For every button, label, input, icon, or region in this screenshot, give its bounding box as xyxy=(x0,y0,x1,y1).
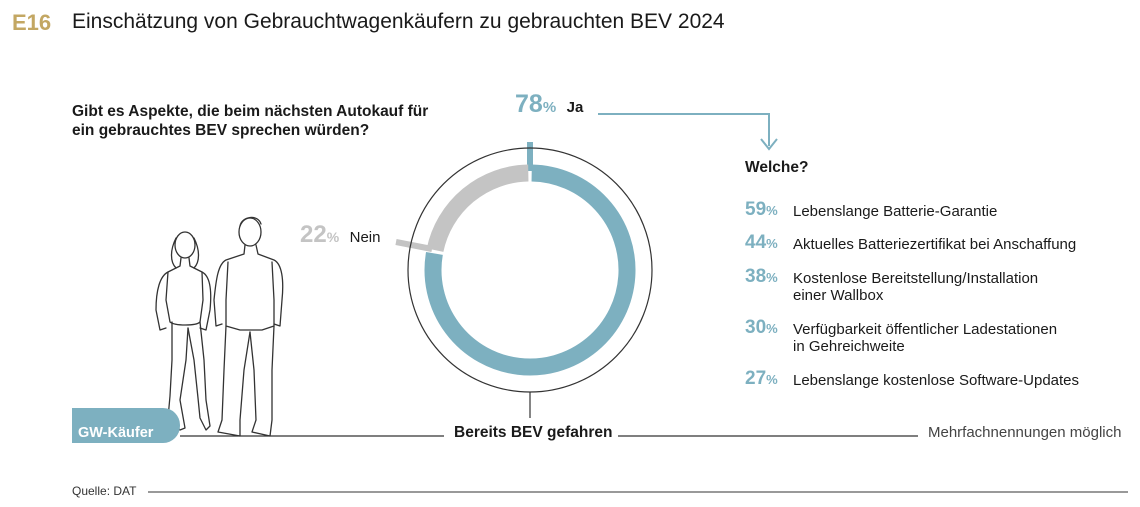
welche-percent: 27% xyxy=(745,368,778,390)
welche-value: 38 xyxy=(745,266,767,287)
source-note: Quelle: DAT xyxy=(72,484,137,498)
welche-label: Aktuelles Batteriezertifikat bei Anschaf… xyxy=(793,236,1076,253)
donut-slice-nein xyxy=(426,164,529,253)
woman-icon xyxy=(155,231,212,431)
welche-value: 59 xyxy=(745,199,767,220)
survey-question: Gibt es Aspekte, die beim nächsten Autok… xyxy=(72,103,429,139)
chart-code: E16 xyxy=(12,10,52,35)
nein-label: 22% Nein xyxy=(300,221,380,249)
welche-label: Verfügbarkeit öffentlicher Ladestationen… xyxy=(793,321,1057,355)
welche-unit: % xyxy=(766,321,778,336)
donut-outer-ring xyxy=(407,147,653,393)
welche-unit: % xyxy=(766,236,778,251)
ja-label: 78% Ja xyxy=(515,90,583,119)
ja-text: Ja xyxy=(566,99,584,116)
bev-gefahren-label: Bereits BEV gefahren xyxy=(454,424,613,441)
welche-percent: 44% xyxy=(745,232,778,254)
welche-label-line: Aktuelles Batteriezertifikat bei Anschaf… xyxy=(793,236,1077,253)
ja-connector-line xyxy=(598,113,770,146)
welche-label-line: in Gehreichweite xyxy=(793,338,905,355)
welche-label: Lebenslange Batterie-Garantie xyxy=(793,203,997,220)
mehrfach-note: Mehrfachnennungen möglich xyxy=(928,424,1122,441)
chart-title: Einschätzung von Gebrauchtwagenkäufern z… xyxy=(72,10,725,33)
welche-heading: Welche? xyxy=(745,159,809,176)
welche-label-line: einer Wallbox xyxy=(793,287,884,304)
welche-label: Kostenlose Bereitstellung/Installation ei… xyxy=(793,270,1038,304)
welche-label-line: Lebenslange kostenlose Software-Updates xyxy=(793,372,1080,389)
gw-kaeufer-label: GW-Käufer xyxy=(78,425,154,441)
welche-value: 27 xyxy=(745,368,767,389)
welche-percent: 59% xyxy=(745,199,778,221)
welche-percent: 30% xyxy=(745,317,778,339)
welche-unit: % xyxy=(766,203,778,218)
gw-kaeufer-badge: GW-Käufer xyxy=(72,408,180,443)
welche-label-line: Kostenlose Bereitstellung/Installation xyxy=(793,270,1039,287)
welche-percent: 38% xyxy=(745,266,778,288)
welche-value: 30 xyxy=(745,317,767,338)
ja-value: 78 xyxy=(515,90,543,118)
welche-label: Lebenslange kostenlose Software-Updates xyxy=(793,372,1079,389)
donut-chart xyxy=(407,147,653,393)
people-illustration xyxy=(155,216,284,437)
arrow-down-icon xyxy=(760,138,778,151)
nein-value: 22 xyxy=(300,221,327,248)
welche-value: 44 xyxy=(745,232,767,253)
nein-tick-line xyxy=(395,239,433,252)
nein-unit: % xyxy=(326,229,340,245)
donut-slice-ja xyxy=(424,164,636,376)
welche-label-line: Verfügbarkeit öffentlicher Ladestationen xyxy=(793,321,1058,338)
connector-lines xyxy=(148,113,1128,493)
man-icon xyxy=(213,216,284,437)
welche-label-line: Lebenslange Batterie-Garantie xyxy=(793,203,998,220)
welche-unit: % xyxy=(766,270,778,285)
ja-unit: % xyxy=(542,99,557,116)
welche-unit: % xyxy=(766,372,778,387)
nein-text: Nein xyxy=(349,229,381,246)
